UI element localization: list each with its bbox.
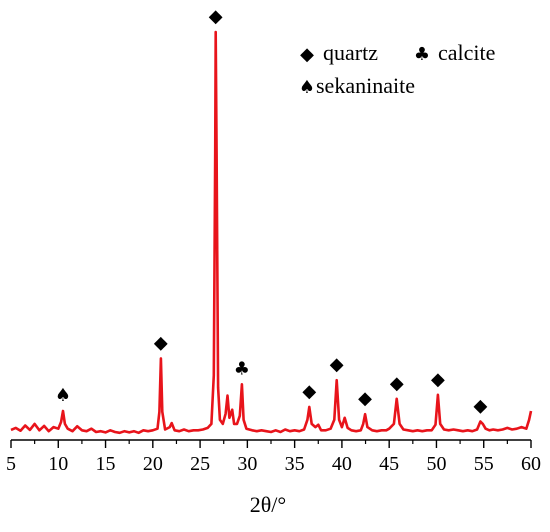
peak-marker-quartz: ◆ xyxy=(209,6,223,27)
peak-marker-calcite: ♣ xyxy=(234,358,250,379)
x-tick-label: 55 xyxy=(474,453,494,475)
legend: ◆ quartz ♣ calcite ♠ sekaninaite xyxy=(299,40,495,98)
x-axis: 5 10 15 20 25 30 35 40 45 50 55 60 xyxy=(6,439,541,475)
x-tick-label: 35 xyxy=(285,453,305,475)
peak-marker-quartz: ◆ xyxy=(390,373,404,394)
x-tick-label: 20 xyxy=(143,453,163,475)
plot-area xyxy=(10,30,533,435)
x-tick-label: 45 xyxy=(379,453,399,475)
peak-markers: ♠ ◆ ◆ ♣ ◆ ◆ ◆ ◆ ◆ ◆ xyxy=(55,6,488,416)
x-tick-label: 5 xyxy=(6,453,16,475)
x-tick-label: 25 xyxy=(190,453,210,475)
legend-label-quartz: quartz xyxy=(323,40,378,65)
peak-marker-quartz: ◆ xyxy=(330,354,344,375)
xrd-pattern-line xyxy=(10,30,533,435)
x-tick-label: 50 xyxy=(426,453,446,475)
peak-marker-quartz: ◆ xyxy=(302,381,316,402)
peak-marker-sekaninaite: ♠ xyxy=(55,385,71,406)
x-tick-label: 10 xyxy=(48,453,68,475)
peak-marker-quartz: ◆ xyxy=(473,395,487,416)
peak-marker-quartz: ◆ xyxy=(154,332,168,353)
legend-symbol-quartz: ◆ xyxy=(300,44,314,65)
peak-marker-quartz: ◆ xyxy=(431,369,445,390)
legend-symbol-calcite: ♣ xyxy=(414,44,430,65)
x-tick-label: 30 xyxy=(237,453,257,475)
legend-label-calcite: calcite xyxy=(438,40,495,65)
legend-symbol-sekaninaite: ♠ xyxy=(299,77,315,98)
x-axis-title: 2θ/° xyxy=(250,492,286,517)
x-tick-label: 15 xyxy=(96,453,116,475)
legend-label-sekaninaite: sekaninaite xyxy=(316,73,415,98)
x-tick-label: 60 xyxy=(521,453,541,475)
peak-marker-quartz: ◆ xyxy=(358,388,372,409)
x-tick-label: 40 xyxy=(332,453,352,475)
